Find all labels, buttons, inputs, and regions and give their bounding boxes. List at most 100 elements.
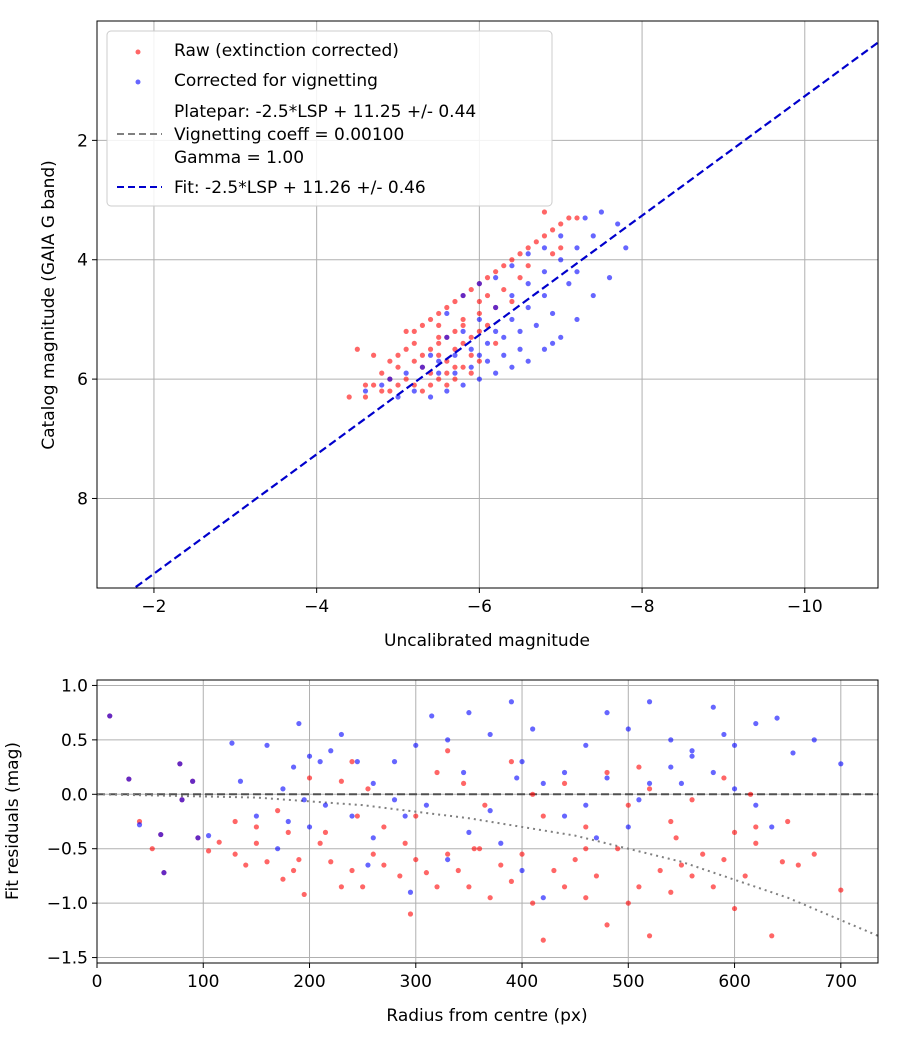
bottom-series-0-point	[646, 933, 653, 939]
top-series-1-point	[476, 281, 482, 287]
bottom-series-0-point	[646, 786, 653, 792]
bottom-series-0-point	[785, 818, 791, 825]
bottom-series-1-point	[646, 780, 653, 787]
bottom-series-0-point	[365, 786, 371, 792]
bottom-series-0-point	[747, 791, 754, 797]
top-series-0-point	[387, 388, 393, 394]
top-series-1-point	[427, 352, 434, 358]
bottom-series-0-point	[253, 840, 259, 846]
bottom-series-0-point	[280, 876, 286, 882]
top-series-0-point	[452, 364, 458, 370]
bottom-x-tick-label: 600	[718, 972, 750, 992]
top-series-0-point	[476, 310, 482, 317]
bottom-series-1-point	[811, 737, 817, 743]
top-series-1-point	[525, 251, 531, 257]
bottom-series-0-point	[460, 780, 467, 787]
top-series-1-point	[484, 340, 491, 346]
bottom-series-0-point	[381, 824, 387, 830]
bottom-series-1-point	[158, 831, 164, 838]
top-series-1-point	[403, 370, 409, 376]
bottom-series-1-point	[774, 715, 780, 721]
top-series-0-point	[362, 394, 369, 400]
top-series-0-point	[468, 352, 474, 358]
top-series-0-point	[444, 304, 450, 311]
legend-raw-label: Raw (extinction corrected)	[174, 41, 399, 61]
top-y-tick-label: 8	[77, 489, 88, 509]
legend-gamma-label: Gamma = 1.00	[174, 148, 304, 168]
top-series-0-point	[411, 358, 417, 364]
top-series-0-point	[517, 251, 523, 257]
top-series-1-point	[476, 352, 482, 358]
bottom-chart: 0 100 200 300 400 500 600 700 1.0 0.5 0.0 −0.5 −1.0 −…	[3, 676, 879, 1026]
bottom-series-1-point	[460, 769, 467, 776]
top-series-0-point	[444, 382, 450, 388]
top-series-0-point	[460, 316, 466, 323]
bottom-series-0-point	[731, 829, 738, 835]
bottom-series-0-point	[615, 846, 621, 852]
top-series-1-point	[493, 328, 499, 334]
bottom-series-1-point	[354, 759, 360, 765]
top-x-tick-label: −4	[304, 597, 329, 617]
top-series-1-point	[558, 257, 564, 263]
bottom-y-tick-label: 0.5	[61, 731, 88, 751]
bottom-series-0-point	[301, 891, 307, 898]
bottom-series-1-point	[237, 778, 244, 784]
bottom-series-1-point	[365, 862, 371, 868]
bottom-series-1-point	[445, 856, 451, 863]
top-series-0-point	[403, 328, 409, 334]
top-y-tick-label: 2	[77, 131, 88, 151]
top-series-1-point	[582, 215, 588, 221]
bottom-series-1-point	[407, 889, 414, 895]
bottom-series-0-point	[710, 884, 716, 890]
bottom-series-0-point	[636, 884, 642, 890]
top-series-1-point	[501, 334, 507, 340]
legend: Raw (extinction corrected) Corrected for…	[106, 30, 553, 207]
top-series-0-point	[517, 275, 523, 281]
bottom-series-0-point	[795, 862, 801, 868]
top-series-0-point	[436, 376, 442, 382]
bottom-series-0-point	[540, 813, 546, 819]
top-x-tick-label: −8	[630, 597, 655, 617]
bottom-series-1-point	[264, 742, 270, 748]
top-plot-frame	[96, 20, 879, 589]
top-series-1-point	[541, 269, 548, 275]
top-series-1-point	[460, 292, 466, 299]
top-series-1-point	[468, 364, 474, 370]
bottom-series-1-point	[229, 740, 235, 746]
top-series-1-point	[558, 233, 564, 239]
bottom-series-1-point	[306, 753, 313, 759]
bottom-series-0-point	[455, 867, 461, 874]
bottom-series-0-point	[657, 867, 663, 874]
bottom-series-0-point	[678, 862, 685, 868]
bottom-series-1-point	[328, 748, 334, 754]
bottom-y-tick-label: 0.0	[61, 785, 88, 805]
bottom-series-1-point	[370, 835, 376, 841]
bottom-x-tick-label: 500	[612, 972, 644, 992]
bottom-series-0-point	[673, 835, 679, 841]
top-series-0-point	[395, 364, 401, 370]
bottom-series-0-point	[349, 759, 355, 765]
top-series-1-point	[362, 388, 369, 394]
bottom-y-tick-label: 1.0	[61, 676, 88, 696]
top-series-1-point	[509, 263, 515, 269]
bottom-series-1-point	[275, 846, 281, 852]
bottom-series-1-point	[179, 797, 185, 803]
bottom-series-1-point	[466, 829, 472, 835]
bottom-series-0-point	[338, 884, 344, 890]
bottom-series-0-point	[689, 873, 695, 879]
bottom-series-1-point	[306, 824, 313, 830]
top-series-1-point	[501, 352, 507, 358]
bottom-series-0-point	[354, 813, 360, 819]
bottom-x-tick-label: 400	[506, 972, 538, 992]
top-series-1-point	[452, 370, 458, 376]
top-series-1-point	[452, 352, 458, 358]
top-series-0-point	[574, 215, 580, 221]
top-series-0-point	[549, 251, 556, 257]
top-series-0-point	[558, 221, 564, 227]
top-fit-line	[132, 41, 878, 588]
top-series-1-point	[598, 209, 604, 215]
bottom-series-1-point	[790, 750, 796, 756]
bottom-series-0-point	[508, 759, 515, 765]
bottom-series-0-point	[583, 846, 589, 852]
top-series-0-point	[468, 370, 474, 376]
